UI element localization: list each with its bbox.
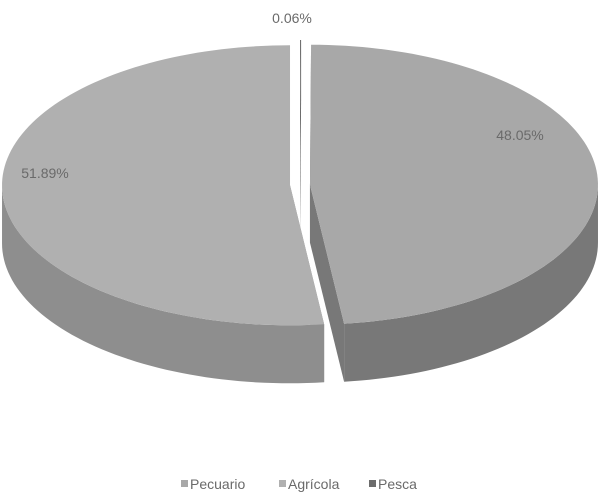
slice-side-pecuario: [344, 184, 598, 382]
slice-pecuario: [309, 44, 598, 324]
legend-swatch-pesca: [369, 480, 376, 487]
slice-pesca: [300, 40, 302, 180]
data-labels: 0.06% 48.05% 51.89%: [21, 10, 543, 181]
data-label-pesca: 0.06%: [272, 10, 312, 26]
legend: Pecuario Agrícola Pesca: [181, 476, 417, 492]
slice-side-agricola: [2, 185, 325, 384]
legend-label-pecuario: Pecuario: [190, 476, 245, 492]
slice-cut-pesca-1: [300, 40, 302, 238]
slice-cut-pecuario-1: [309, 184, 345, 382]
slice-agricola: [2, 45, 325, 326]
legend-swatch-agricola: [279, 480, 286, 487]
slices-layer: [2, 40, 598, 384]
legend-swatch-pecuario: [181, 480, 188, 487]
legend-label-agricola: Agrícola: [288, 476, 340, 492]
legend-label-pesca: Pesca: [378, 476, 417, 492]
data-label-pecuario: 48.05%: [496, 127, 543, 143]
data-label-agricola: 51.89%: [21, 165, 68, 181]
